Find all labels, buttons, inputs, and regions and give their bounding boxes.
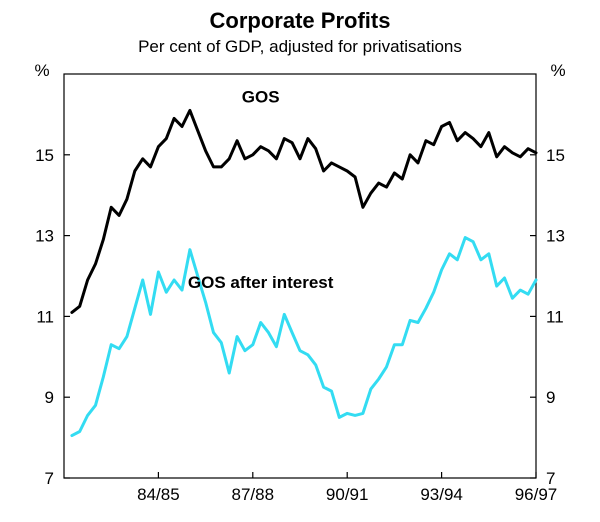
y-tick-right: 15 — [546, 146, 565, 165]
x-tick: 84/85 — [137, 485, 180, 504]
chart-title: Corporate Profits — [210, 8, 391, 33]
y-tick-right: 9 — [546, 388, 555, 407]
y-unit-right: % — [550, 61, 565, 80]
series-label-gos-after-interest: GOS after interest — [188, 273, 334, 292]
y-tick-left: 11 — [36, 307, 54, 326]
y-tick-right: 11 — [546, 307, 564, 326]
chart-subtitle: Per cent of GDP, adjusted for privatisat… — [138, 37, 462, 56]
x-tick: 87/88 — [232, 485, 275, 504]
corporate-profits-chart: Corporate Profits Per cent of GDP, adjus… — [0, 0, 600, 522]
series-label-gos: GOS — [242, 87, 280, 106]
series-labels: GOS GOS after interest — [188, 87, 334, 292]
y-tick-left: 7 — [45, 469, 54, 488]
y-tick-left: 9 — [45, 388, 54, 407]
x-tick: 90/91 — [326, 485, 369, 504]
y-tick-left: 13 — [35, 227, 54, 246]
y-unit-left: % — [34, 61, 49, 80]
y-tick-right: 13 — [546, 227, 565, 246]
series-gos-after-interest — [72, 238, 536, 436]
x-tick: 93/94 — [420, 485, 463, 504]
x-tick: 96/97 — [515, 485, 558, 504]
y-tick-left: 15 — [35, 146, 54, 165]
